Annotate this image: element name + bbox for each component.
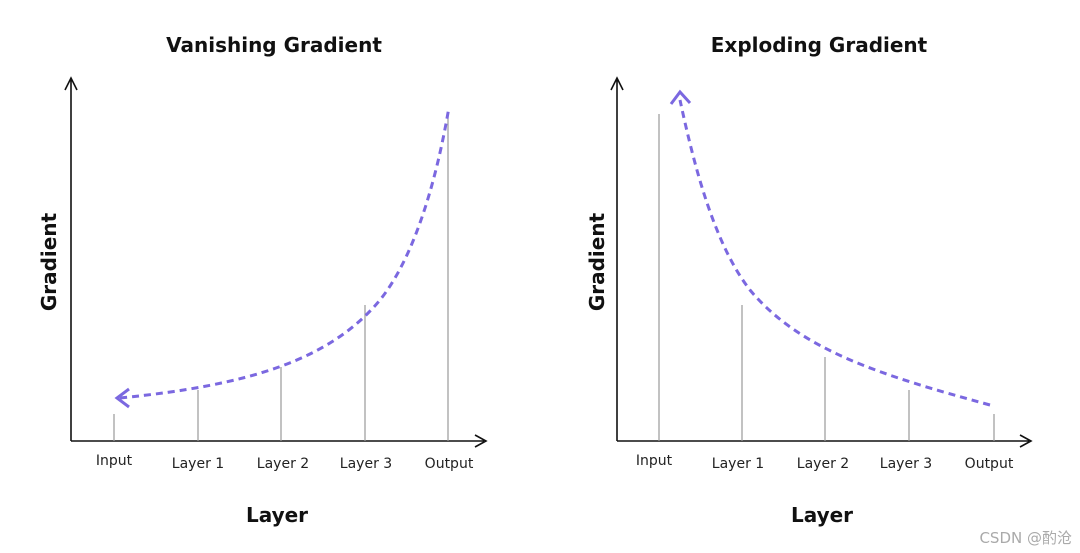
- y-axis-title: Gradient: [585, 212, 609, 311]
- axes: [610, 76, 1033, 448]
- y-axis-title: Gradient: [37, 212, 61, 311]
- category-label: Output: [425, 456, 474, 472]
- panel-title: Vanishing Gradient: [166, 33, 382, 57]
- category-label: Input: [636, 453, 673, 469]
- gradient-curve: [678, 99, 991, 407]
- panel-exploding: Exploding Gradient Layer Gradient Input L…: [585, 33, 1033, 527]
- axes: [64, 76, 488, 448]
- arrowhead: [669, 89, 692, 105]
- tick-labels: Input Layer 1 Layer 2 Layer 3 Output: [636, 453, 1014, 472]
- category-label: Layer 2: [257, 456, 309, 472]
- watermark: CSDN @酌沧: [979, 529, 1072, 547]
- category-label: Layer 1: [172, 456, 224, 472]
- panel-title: Exploding Gradient: [711, 33, 928, 57]
- arrowhead: [114, 387, 130, 409]
- tick-labels: Input Layer 1 Layer 2 Layer 3 Output: [96, 453, 474, 472]
- category-label: Input: [96, 453, 133, 469]
- x-axis-title: Layer: [791, 503, 853, 527]
- category-label: Layer 3: [340, 456, 392, 472]
- category-label: Layer 3: [880, 456, 932, 472]
- category-label: Output: [965, 456, 1014, 472]
- x-axis-title: Layer: [246, 503, 308, 527]
- panel-vanishing: Vanishing Gradient Layer Gradient Input L…: [37, 33, 488, 527]
- category-label: Layer 1: [712, 456, 764, 472]
- gradient-curve: [119, 106, 451, 400]
- category-label: Layer 2: [797, 456, 849, 472]
